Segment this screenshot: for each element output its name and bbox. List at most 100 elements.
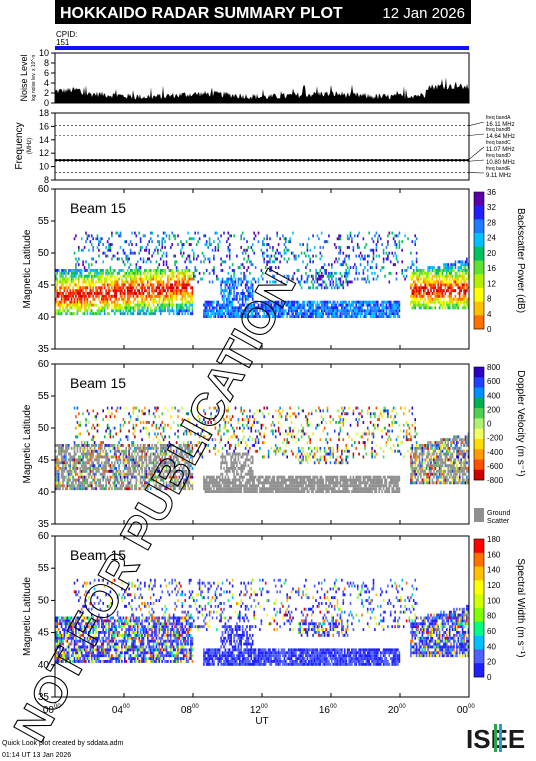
scatter-cell [412,269,415,272]
freq-ytick-label: 12 [39,148,49,158]
scatter-cell [159,269,162,272]
scatter-cell [180,289,182,293]
scatter-cell [170,283,172,287]
scatter-cell [151,309,153,313]
scatter-cell [109,478,112,482]
scatter-cell [240,481,242,485]
scatter-cell [246,248,248,252]
scatter-cell [175,464,178,468]
scatter-cell [148,478,150,482]
scatter-cell [170,309,172,313]
scatter-cell [88,467,90,470]
scatter-cell [226,300,228,304]
scatter-cell [66,484,69,488]
scatter-cell [269,269,271,272]
scatter-cell [190,432,192,436]
scatter-cell [438,286,441,290]
scatter-cell [296,315,299,318]
scatter-cell [125,435,127,439]
scatter-cell [394,315,396,318]
scatter-cell [402,274,405,278]
scatter-cell [75,277,77,281]
scatter-cell [136,467,139,470]
scatter-cell [425,283,428,287]
scatter-cell [295,306,297,310]
scatter-cell [96,274,99,278]
scatter-cell [257,441,260,444]
scatter-cell [322,306,324,310]
scatter-cell [401,248,403,252]
scatter-cell [358,271,360,275]
scatter-cell [372,248,375,252]
scatter-cell [128,472,130,476]
scatter-cell [366,303,369,307]
scatter-cell [220,263,222,267]
scatter-cell [356,306,359,310]
scatter-cell [145,484,148,488]
scatter-cell [141,306,143,310]
scatter-cell [142,303,145,307]
scatter-cell [450,280,452,284]
scatter-cell [372,277,375,281]
scatter-cell [73,289,76,293]
scatter-cell [263,257,265,261]
scatter-cell [134,444,136,447]
scatter-cell [174,263,176,267]
scatter-cell [464,266,467,269]
scatter-cell [69,303,71,307]
scatter-cell [322,309,324,313]
scatter-cell [158,438,161,442]
scatter-cell [335,309,337,313]
scatter-cell [108,458,110,462]
scatter-cell [277,300,280,304]
scatter-cell [415,271,418,275]
scatter-cell [128,458,130,462]
scatter-cell [60,286,63,290]
scatter-cell [121,283,123,287]
scatter-cell [211,438,214,442]
scatter-cell [251,475,254,479]
scatter-cell [105,467,107,470]
scatter-cell [247,292,250,295]
scatter-cell [171,309,173,313]
scatter-cell [67,297,70,301]
scatter-cell [148,461,150,465]
scatter-cell [78,487,80,491]
scatter-cell [467,277,470,281]
scatter-cell [111,487,113,491]
scatter-cell [241,469,244,473]
scatter-cell [165,292,168,295]
scatter-cell [102,260,104,264]
scatter-cell [171,283,173,287]
scatter-cell [79,472,81,476]
scatter-cell [180,240,182,244]
scatter-cell [155,246,158,249]
scatter-cell [427,266,429,269]
scatter-cell [112,475,115,479]
scatter-cell [259,309,261,313]
scatter-cell [147,421,149,424]
noise-ytick-label: 8 [44,58,49,68]
scatter-cell [63,452,66,456]
scatter-cell [187,441,189,444]
scatter-cell [73,237,76,241]
scatter-cell [171,484,173,488]
scatter-cell [364,257,366,261]
scatter-cell [231,487,234,491]
scatter-cell [320,300,323,304]
scatter-cell [138,277,140,281]
scatter-cell [443,303,445,307]
scatter-cell [56,464,58,468]
scatter-cell [253,315,255,318]
scatter-cell [86,449,89,453]
scatter-cell [73,300,76,304]
scatter-cell [108,243,110,246]
scatter-cell [124,306,126,310]
scatter-cell [162,481,165,485]
scatter-cell [92,312,94,316]
scatter-cell [451,263,454,267]
scatter-cell [188,481,191,485]
scatter-cell [446,283,448,287]
scatter-cell [106,283,109,287]
scatter-cell [259,306,261,310]
